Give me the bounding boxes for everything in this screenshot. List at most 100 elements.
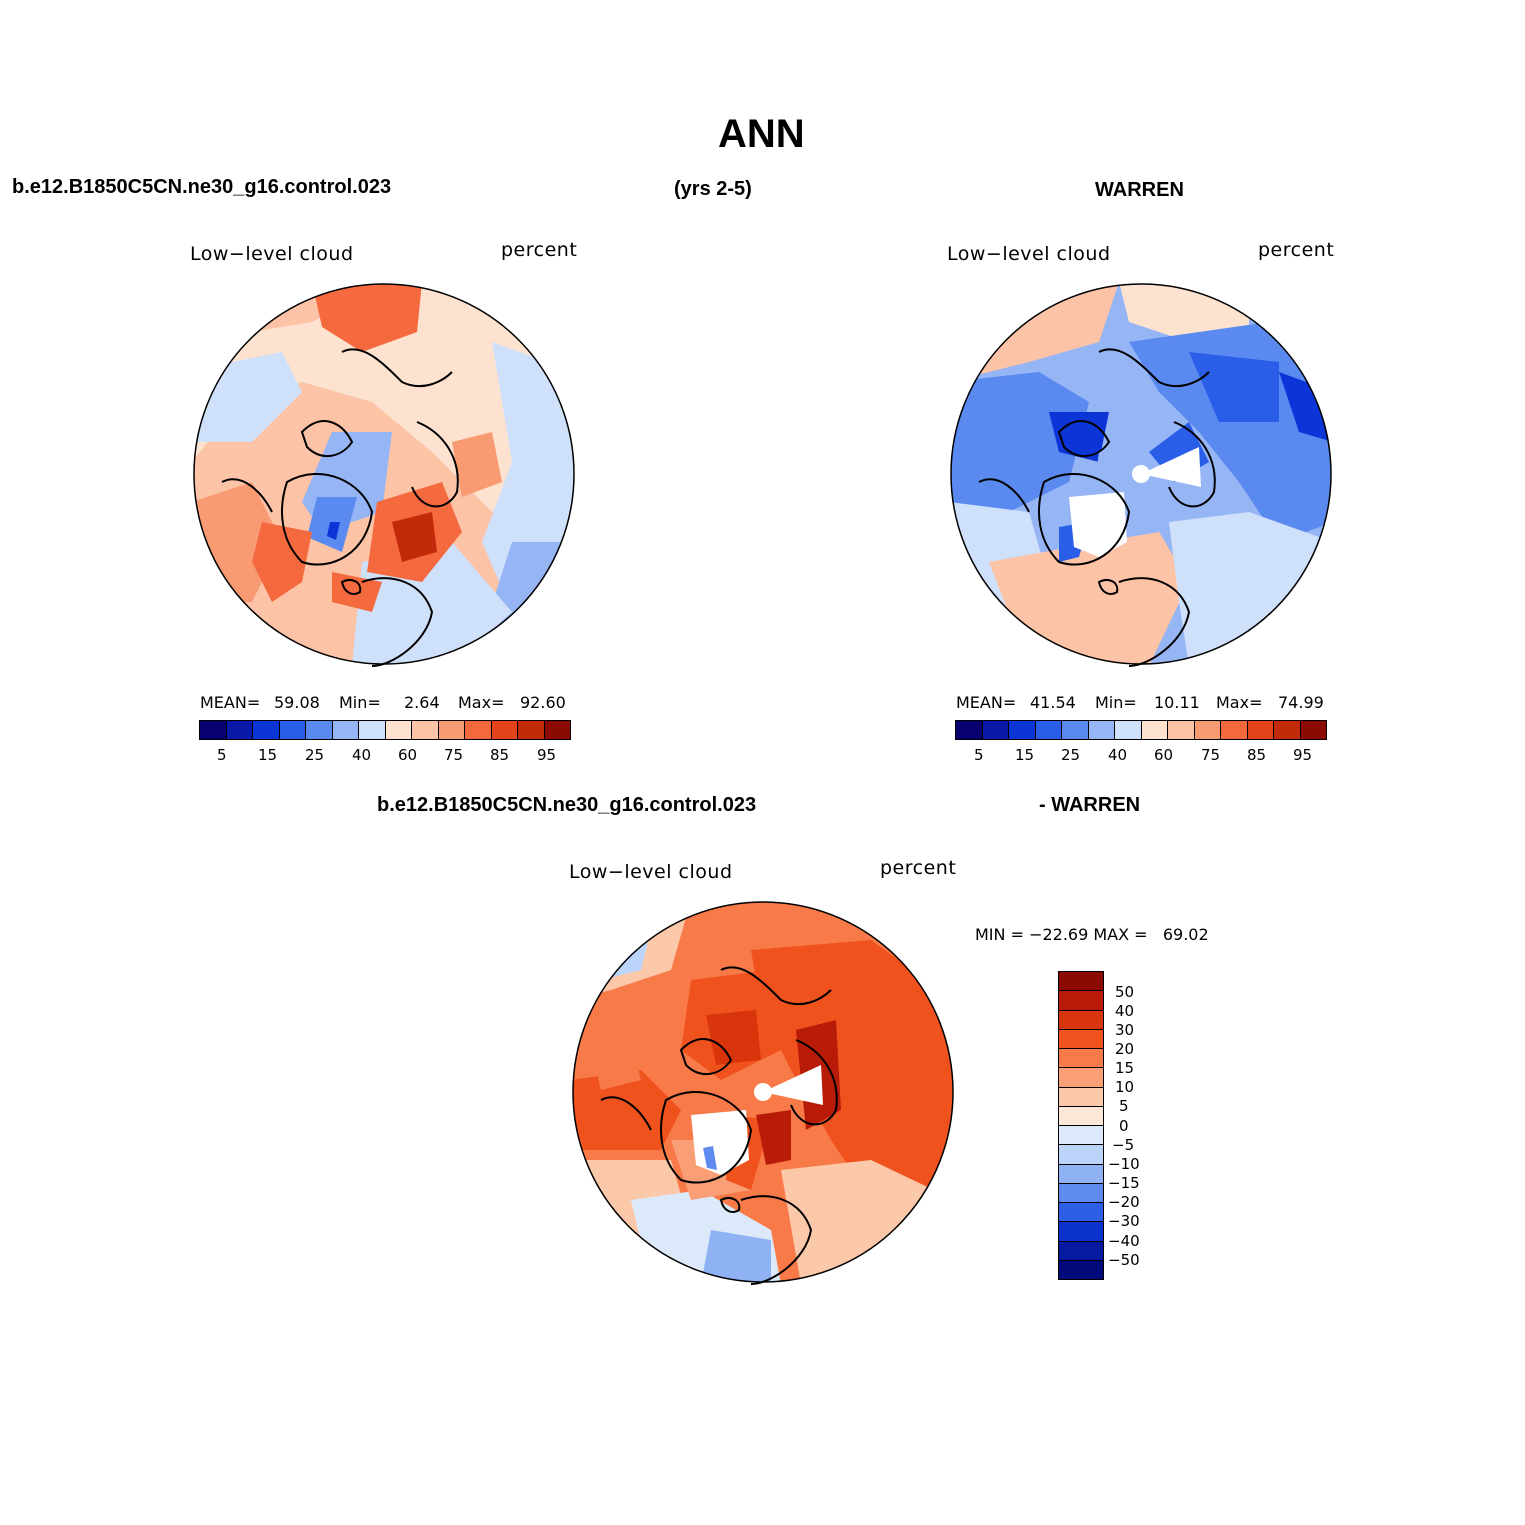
- colorbar-swatch: [1059, 1049, 1103, 1069]
- colorbar-swatch: [359, 721, 386, 739]
- obs-colorbar-tick: 40: [1108, 746, 1128, 764]
- obs-mean-value: 41.54: [1030, 693, 1076, 712]
- colorbar-swatch: [253, 721, 280, 739]
- diff-colorbar-tick: 15: [1115, 1059, 1135, 1077]
- colorbar-swatch: [226, 721, 253, 739]
- diff-colorbar-tick: 40: [1115, 1002, 1135, 1020]
- colorbar-swatch: [332, 721, 359, 739]
- model-colorbar-tick: 5: [217, 746, 227, 764]
- model-colorbar-tick: 75: [444, 746, 464, 764]
- model-min-value: 2.64: [404, 693, 440, 712]
- colorbar-swatch: [1059, 1260, 1103, 1279]
- obs-mean-label: MEAN=: [956, 693, 1017, 712]
- colorbar-swatch: [412, 721, 439, 739]
- diff-obs-name: - WARREN: [1039, 794, 1141, 816]
- colorbar-swatch: [1059, 1145, 1103, 1165]
- colorbar-swatch: [1009, 721, 1036, 739]
- obs-min-value: 10.11: [1154, 693, 1200, 712]
- colorbar-swatch: [1300, 721, 1326, 739]
- model-polar-map: [193, 283, 575, 667]
- model-mean-value: 59.08: [274, 693, 320, 712]
- colorbar-swatch: [544, 721, 570, 739]
- colorbar-swatch: [1062, 721, 1089, 739]
- obs-max-label: Max=: [1216, 693, 1263, 712]
- colorbar-swatch: [465, 721, 492, 739]
- obs-units-label: percent: [1258, 239, 1335, 261]
- diff-polar-map: [572, 901, 954, 1285]
- colorbar-swatch: [1059, 1183, 1103, 1203]
- colorbar-swatch: [1035, 721, 1062, 739]
- obs-colorbar-tick: 85: [1247, 746, 1267, 764]
- model-max-value: 92.60: [520, 693, 566, 712]
- obs-name-header: WARREN: [1095, 179, 1184, 201]
- colorbar-swatch: [1059, 1106, 1103, 1126]
- obs-polar-map: [950, 283, 1332, 667]
- diff-colorbar-tick: 30: [1115, 1021, 1135, 1039]
- obs-max-value: 74.99: [1278, 693, 1324, 712]
- colorbar-swatch: [279, 721, 306, 739]
- plot-title: ANN: [718, 112, 805, 156]
- diff-colorbar-tick: −20: [1108, 1193, 1140, 1211]
- model-max-label: Max=: [458, 693, 505, 712]
- colorbar-swatch: [1274, 721, 1301, 739]
- diff-colorbar-tick: −40: [1108, 1232, 1140, 1250]
- case-name-header: b.e12.B1850C5CN.ne30_g16.control.023: [12, 176, 392, 198]
- obs-colorbar-tick: 25: [1061, 746, 1081, 764]
- obs-colorbar-tick: 5: [974, 746, 984, 764]
- model-field-label: Low−level cloud: [190, 243, 354, 265]
- colorbar-swatch: [1059, 1010, 1103, 1030]
- years-header: (yrs 2-5): [674, 178, 752, 200]
- diff-colorbar-tick: 50: [1115, 983, 1135, 1001]
- colorbar-swatch: [1059, 1068, 1103, 1088]
- diff-colorbar-tick: 0: [1119, 1117, 1129, 1135]
- diff-colorbar-tick: 10: [1115, 1078, 1135, 1096]
- model-colorbar-tick: 85: [490, 746, 510, 764]
- colorbar-swatch: [1059, 1203, 1103, 1223]
- colorbar-swatch: [518, 721, 545, 739]
- colorbar-swatch: [1059, 1126, 1103, 1146]
- colorbar-swatch: [200, 721, 227, 739]
- colorbar-swatch: [1059, 972, 1103, 992]
- model-colorbar-tick: 95: [537, 746, 557, 764]
- colorbar-swatch: [1059, 1222, 1103, 1242]
- model-units-label: percent: [501, 239, 578, 261]
- obs-colorbar: [955, 720, 1327, 740]
- diff-units-label: percent: [880, 857, 957, 879]
- colorbar-swatch: [956, 721, 983, 739]
- model-colorbar-tick: 40: [352, 746, 372, 764]
- obs-colorbar-tick: 60: [1154, 746, 1174, 764]
- model-mean-label: MEAN=: [200, 693, 261, 712]
- colorbar-swatch: [1168, 721, 1195, 739]
- model-colorbar-tick: 60: [398, 746, 418, 764]
- diff-case-name: b.e12.B1850C5CN.ne30_g16.control.023: [377, 794, 757, 816]
- colorbar-swatch: [1194, 721, 1221, 739]
- diff-colorbar-tick: −50: [1108, 1251, 1140, 1269]
- colorbar-swatch: [438, 721, 465, 739]
- colorbar-swatch: [1059, 1241, 1103, 1261]
- diff-colorbar-tick: 20: [1115, 1040, 1135, 1058]
- colorbar-swatch: [1141, 721, 1168, 739]
- diff-field-label: Low−level cloud: [569, 861, 733, 883]
- colorbar-swatch: [385, 721, 412, 739]
- diff-colorbar-tick: −5: [1112, 1136, 1135, 1154]
- diff-colorbar: [1058, 971, 1104, 1280]
- obs-colorbar-tick: 15: [1015, 746, 1035, 764]
- colorbar-swatch: [1059, 1087, 1103, 1107]
- model-colorbar-tick: 25: [305, 746, 325, 764]
- obs-colorbar-tick: 75: [1201, 746, 1221, 764]
- diff-minmax-text: MIN = −22.69 MAX = 69.02: [975, 925, 1209, 944]
- colorbar-swatch: [491, 721, 518, 739]
- colorbar-swatch: [1059, 1164, 1103, 1184]
- colorbar-swatch: [1059, 991, 1103, 1011]
- diff-colorbar-tick: −10: [1108, 1155, 1140, 1173]
- diff-colorbar-tick: −15: [1108, 1174, 1140, 1192]
- colorbar-swatch: [1088, 721, 1115, 739]
- diff-colorbar-tick: 5: [1119, 1097, 1129, 1115]
- colorbar-swatch: [1115, 721, 1142, 739]
- colorbar-swatch: [982, 721, 1009, 739]
- colorbar-swatch: [306, 721, 333, 739]
- obs-colorbar-tick: 95: [1293, 746, 1313, 764]
- colorbar-swatch: [1059, 1029, 1103, 1049]
- colorbar-swatch: [1221, 721, 1248, 739]
- colorbar-swatch: [1247, 721, 1274, 739]
